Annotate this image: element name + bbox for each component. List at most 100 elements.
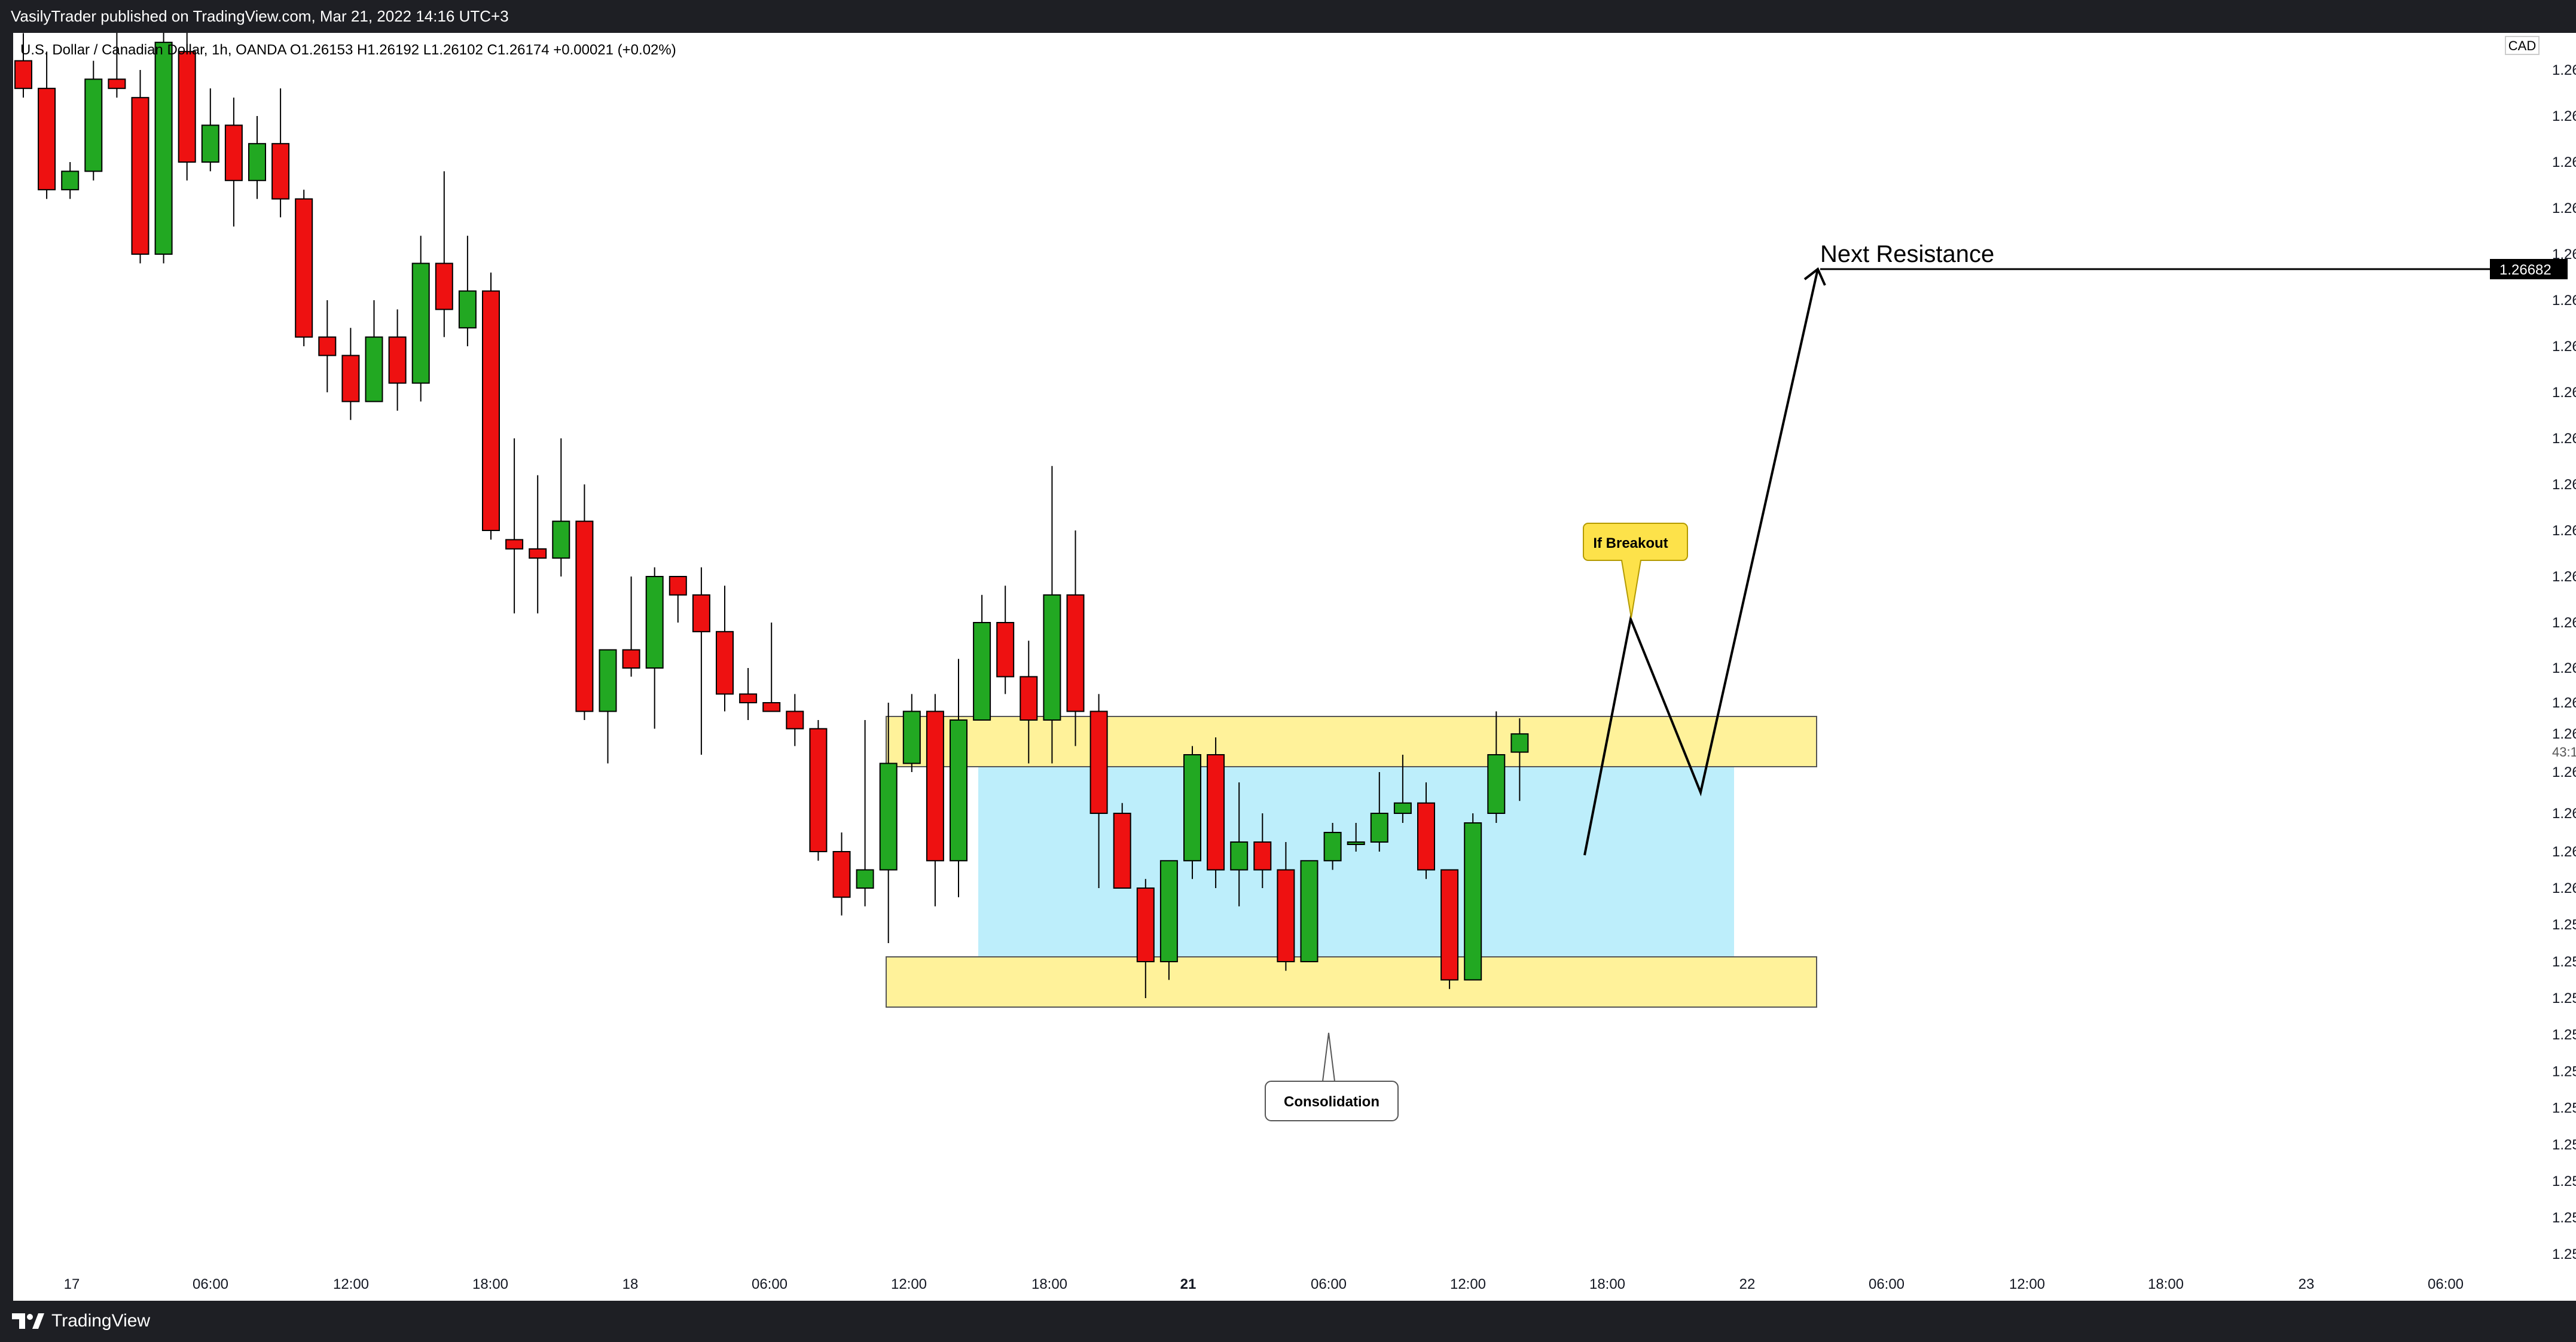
candle-body bbox=[435, 263, 453, 310]
price-tick-label: 1.25890 bbox=[2552, 990, 2576, 1006]
price-tick-label: 1.25810 bbox=[2552, 1063, 2576, 1079]
price-tick-label: 1.25770 bbox=[2552, 1100, 2576, 1117]
last-price-label: 1.26174 bbox=[2552, 726, 2576, 742]
time-axis[interactable]: 17 06:00 12:00 18:00 18 06:00 12:00 18:00 21 06:0… bbox=[64, 1276, 2464, 1292]
candle-body bbox=[318, 336, 337, 356]
upper-resistance-zone bbox=[886, 716, 1817, 767]
published-by-text: VasilyTrader published on TradingView.co… bbox=[11, 7, 509, 25]
candle-body bbox=[1159, 860, 1178, 962]
candle-body bbox=[1440, 869, 1459, 981]
chart-area[interactable]: Next Resistance If Breakout Consolidatio… bbox=[13, 14, 2576, 1301]
candle bbox=[739, 668, 758, 720]
price-tick-label: 1.25690 bbox=[2552, 1173, 2576, 1190]
price-tick-label: 1.26450 bbox=[2552, 477, 2576, 493]
time-tick-label: 18:00 bbox=[472, 1276, 508, 1292]
price-tick-label: 1.26250 bbox=[2552, 660, 2576, 676]
candle-body bbox=[622, 649, 640, 669]
candle bbox=[38, 51, 56, 199]
consolidation-callout[interactable] bbox=[1265, 1032, 1399, 1121]
candle bbox=[1393, 755, 1412, 823]
candle-body bbox=[692, 594, 710, 633]
candle bbox=[926, 694, 944, 907]
candle bbox=[1113, 803, 1131, 889]
price-tick-label: 1.25610 bbox=[2552, 1246, 2576, 1262]
price-tick-label: 1.26350 bbox=[2552, 569, 2576, 585]
candle bbox=[14, 33, 32, 98]
tradingview-logo[interactable]: TradingView bbox=[12, 1309, 150, 1333]
price-tick-label: 1.26550 bbox=[2552, 385, 2576, 401]
if-breakout-callout[interactable] bbox=[1583, 523, 1688, 618]
price-tick-label: 1.26850 bbox=[2552, 108, 2576, 124]
legend: U.S. Dollar / Canadian Dollar, 1h, OANDA… bbox=[20, 42, 676, 58]
tradingview-logo-icon bbox=[12, 1313, 44, 1329]
candle bbox=[295, 190, 313, 346]
candle-body bbox=[1370, 813, 1388, 843]
time-tick-label: 21 bbox=[1180, 1276, 1197, 1292]
candle bbox=[645, 567, 664, 729]
candle bbox=[341, 328, 360, 420]
candle-body bbox=[108, 78, 126, 89]
price-tick-label: 1.26010 bbox=[2552, 880, 2576, 896]
candle bbox=[154, 14, 173, 264]
candle-body bbox=[739, 693, 758, 703]
price-tick-label: 1.26800 bbox=[2552, 154, 2576, 170]
candle-body bbox=[388, 336, 407, 384]
candle bbox=[692, 567, 710, 755]
symbol-ohlc-legend: U.S. Dollar / Canadian Dollar, 1h, OANDA… bbox=[20, 42, 676, 58]
time-tick-label: 06:00 bbox=[2428, 1276, 2464, 1292]
candle bbox=[505, 438, 524, 614]
time-tick-label: 23 bbox=[2299, 1276, 2315, 1292]
time-tick-label: 22 bbox=[1739, 1276, 1756, 1292]
price-tick-label: 1.26650 bbox=[2552, 292, 2576, 309]
candle-body bbox=[950, 719, 967, 862]
candle bbox=[1183, 746, 1201, 879]
candle bbox=[435, 171, 453, 337]
candle-body bbox=[832, 851, 851, 898]
candle-body bbox=[529, 548, 547, 559]
candlestick-chart[interactable]: Next Resistance If Breakout Consolidatio… bbox=[13, 14, 2576, 1301]
candle bbox=[599, 649, 617, 764]
candle bbox=[1230, 782, 1249, 907]
candle-body bbox=[552, 520, 570, 559]
time-tick-label: 06:00 bbox=[1311, 1276, 1347, 1292]
candle bbox=[809, 720, 828, 861]
candle-body bbox=[1020, 676, 1038, 721]
candle bbox=[224, 97, 243, 227]
price-tick-label: 1.26600 bbox=[2552, 338, 2576, 355]
candle-body bbox=[1300, 860, 1318, 962]
candle bbox=[996, 585, 1015, 694]
if-breakout-text: If Breakout bbox=[1593, 535, 1668, 551]
time-tick-label: 18 bbox=[622, 1276, 639, 1292]
currency-badge-text: CAD bbox=[2508, 38, 2536, 53]
candle bbox=[458, 236, 477, 346]
time-tick-label: 12:00 bbox=[891, 1276, 927, 1292]
candle bbox=[950, 658, 967, 898]
next-resistance-label: Next Resistance bbox=[1820, 241, 1994, 267]
projection-arrowhead-icon bbox=[1803, 267, 1826, 286]
candle-body bbox=[271, 143, 290, 200]
candle-body bbox=[1277, 869, 1295, 962]
zones-layer bbox=[886, 716, 1817, 1008]
candle bbox=[61, 162, 80, 199]
price-axis[interactable]: CAD 1.269001.268501.268001.267501.267001… bbox=[2490, 36, 2576, 1262]
candle-body bbox=[1136, 887, 1155, 962]
candle-body bbox=[809, 728, 828, 852]
candle-body bbox=[575, 520, 594, 712]
candle bbox=[1020, 640, 1038, 764]
price-tick-label: 1.25650 bbox=[2552, 1210, 2576, 1226]
price-tick-label: 1.25730 bbox=[2552, 1137, 2576, 1153]
time-tick-label: 12:00 bbox=[333, 1276, 369, 1292]
consolidation-text: Consolidation bbox=[1284, 1094, 1379, 1110]
candle-body bbox=[1207, 754, 1225, 871]
candle bbox=[131, 70, 149, 264]
candle bbox=[1417, 782, 1435, 879]
candles-layer bbox=[14, 14, 1529, 998]
price-tick-label: 1.26090 bbox=[2552, 806, 2576, 822]
candle bbox=[1440, 869, 1459, 989]
candle bbox=[1253, 813, 1272, 888]
candle-body bbox=[902, 710, 921, 764]
candle-body bbox=[1113, 813, 1131, 889]
time-tick-label: 12:00 bbox=[1450, 1276, 1486, 1292]
candle-body bbox=[1043, 594, 1061, 721]
candle-body bbox=[669, 576, 687, 596]
